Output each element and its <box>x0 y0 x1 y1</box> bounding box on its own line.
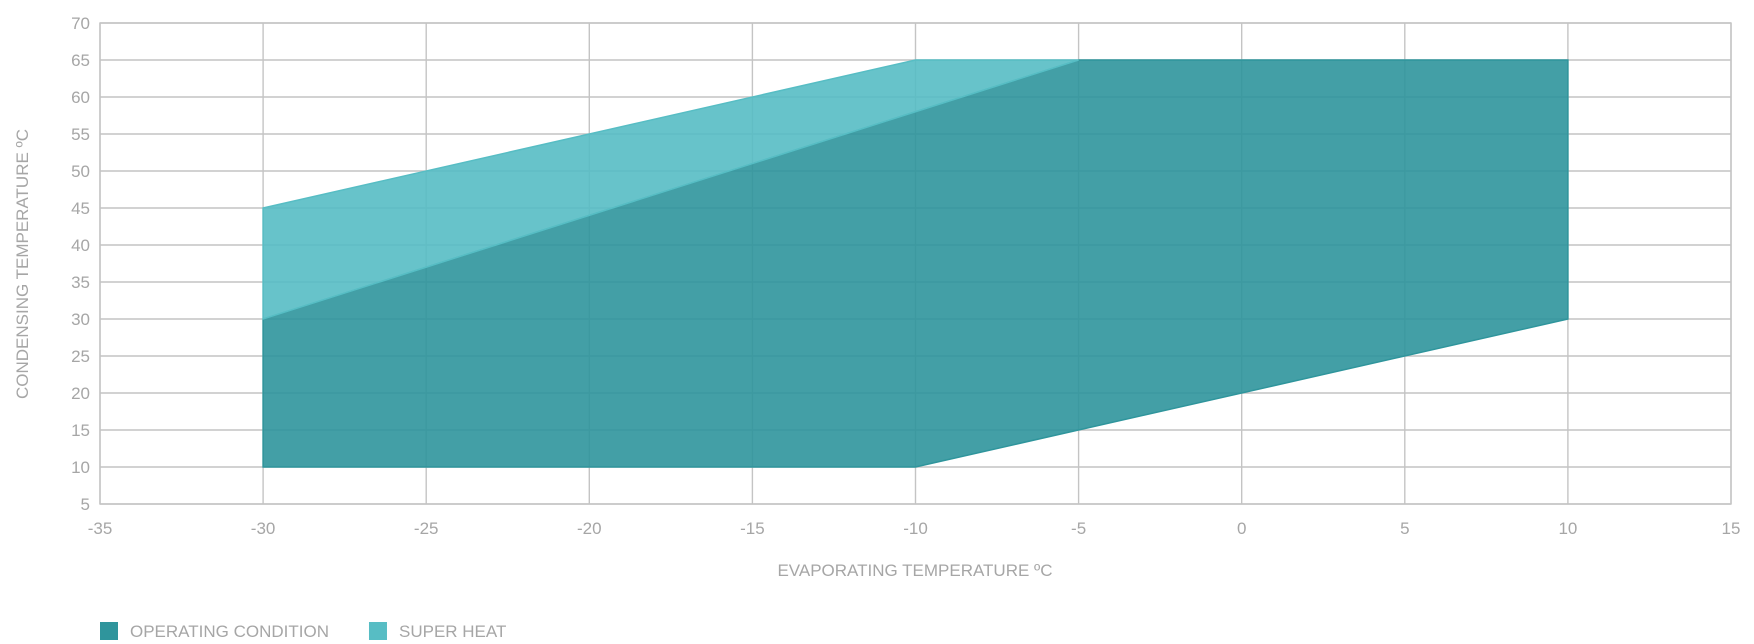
x-axis-ticks: -35 -30 -25 -20 -15 -10 -5 0 5 10 15 <box>88 519 1741 538</box>
legend-label: OPERATING CONDITION <box>130 622 329 641</box>
legend-swatch <box>368 622 387 640</box>
y-tick-label: 20 <box>71 384 90 403</box>
y-tick-label: 40 <box>71 236 90 255</box>
x-tick-label: -5 <box>1071 519 1086 538</box>
x-tick-label: -30 <box>251 519 276 538</box>
y-tick-label: 30 <box>71 310 90 329</box>
y-tick-label: 15 <box>71 421 90 440</box>
series-area-super-heat <box>262 59 1079 321</box>
series-areas <box>262 59 1569 468</box>
legend-label: SUPER HEAT <box>399 622 506 641</box>
y-tick-label: 70 <box>71 14 90 33</box>
x-tick-label: 15 <box>1722 519 1741 538</box>
y-tick-label: 5 <box>81 495 90 514</box>
y-tick-label: 10 <box>71 458 90 477</box>
y-axis-ticks: 5 10 15 20 25 30 35 40 45 50 55 60 65 70 <box>71 14 90 514</box>
plot-frame <box>99 22 1732 505</box>
y-tick-label: 50 <box>71 162 90 181</box>
x-tick-label: -35 <box>88 519 113 538</box>
y-tick-label: 55 <box>71 125 90 144</box>
legend-swatch <box>100 622 118 640</box>
y-tick-label: 35 <box>71 273 90 292</box>
y-tick-label: 60 <box>71 88 90 107</box>
x-tick-label: -25 <box>414 519 439 538</box>
y-tick-label: 45 <box>71 199 90 218</box>
y-axis-title: CONDENSING TEMPERATURE ºC <box>13 129 32 399</box>
x-tick-label: 0 <box>1237 519 1246 538</box>
y-tick-label: 25 <box>71 347 90 366</box>
series-area-operating-condition <box>262 59 1569 468</box>
x-axis-title: EVAPORATING TEMPERATURE ºC <box>777 561 1052 580</box>
legend: OPERATING CONDITION SUPER HEAT <box>100 622 506 641</box>
x-tick-label: -15 <box>740 519 765 538</box>
x-tick-label: -20 <box>577 519 602 538</box>
y-tick-label: 65 <box>71 51 90 70</box>
x-tick-label: 10 <box>1558 519 1577 538</box>
x-tick-label: -10 <box>903 519 928 538</box>
x-tick-label: 5 <box>1400 519 1409 538</box>
